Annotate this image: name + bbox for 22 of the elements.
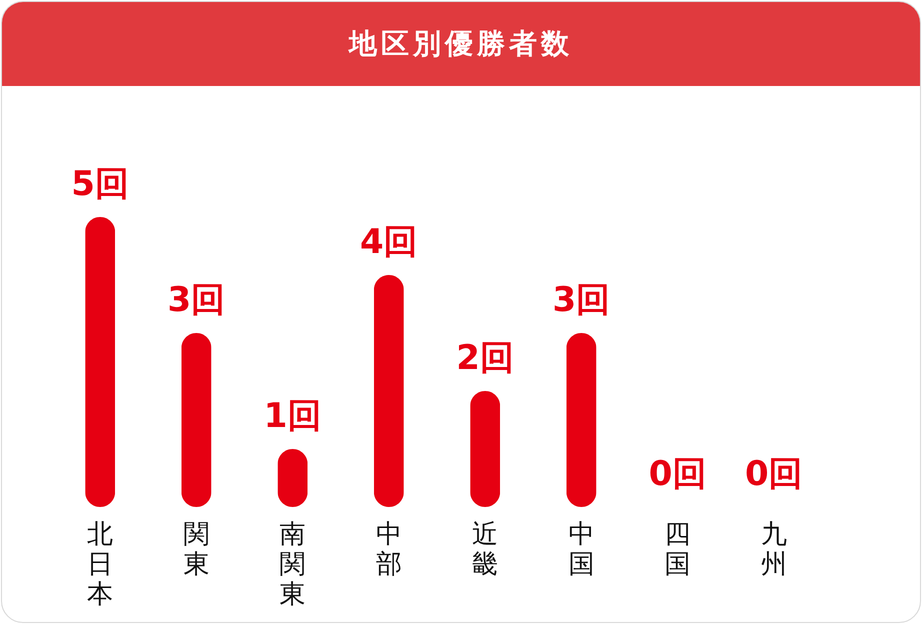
x-tick-label: 近畿: [472, 520, 498, 580]
bar: [566, 333, 596, 507]
bar: [181, 333, 212, 507]
data-label: 1回: [264, 396, 322, 436]
data-label: 3回: [168, 280, 226, 320]
bar: [85, 217, 116, 507]
x-tick-label: 関東: [183, 520, 210, 580]
x-tick-label: 南関東: [280, 520, 306, 610]
x-tick-label: 九州: [760, 520, 787, 580]
data-label: 0回: [648, 454, 706, 494]
bar: [470, 391, 500, 507]
data-label: 4回: [360, 222, 418, 262]
x-tick-label: 四国: [664, 520, 691, 580]
bar: [374, 275, 404, 507]
data-label: 0回: [745, 454, 803, 494]
x-tick-label: 中国: [568, 520, 594, 580]
data-label: 2回: [456, 338, 514, 378]
x-tick-label: 北日本: [87, 520, 114, 610]
data-label: 5回: [71, 164, 129, 204]
chart-title: 地区別優勝者数: [2, 2, 920, 86]
x-tick-label: 中部: [376, 520, 402, 580]
data-label: 3回: [552, 280, 610, 320]
